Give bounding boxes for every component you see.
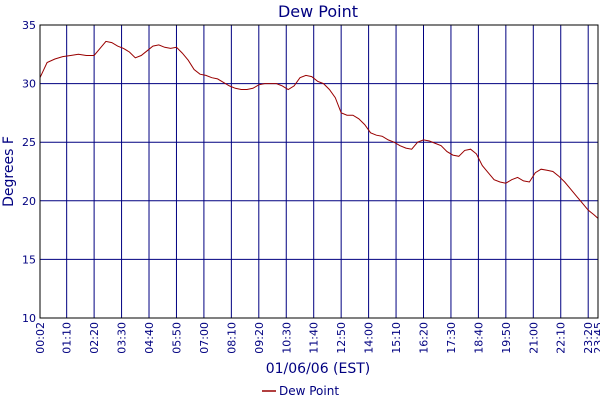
x-tick-label: 17:30 bbox=[445, 322, 458, 354]
legend-label: Dew Point bbox=[279, 384, 339, 398]
y-tick-label: 10 bbox=[22, 312, 36, 325]
x-tick-label: 21:00 bbox=[527, 322, 540, 354]
x-tick-label: 07:00 bbox=[198, 322, 211, 354]
plot-frame bbox=[39, 24, 599, 319]
x-tick-label: 18:40 bbox=[472, 322, 485, 354]
y-tick-label: 30 bbox=[22, 78, 36, 91]
x-tick-label: 15:10 bbox=[390, 322, 403, 354]
grid-lines bbox=[39, 24, 599, 319]
x-tick-label: 00:02 bbox=[34, 322, 47, 354]
x-axis-label: 01/06/06 (EST) bbox=[266, 361, 371, 377]
x-tick-label: 12:50 bbox=[335, 322, 348, 354]
x-tick-label: 03:30 bbox=[116, 322, 129, 354]
x-tick-label: 08:10 bbox=[225, 322, 238, 354]
x-tick-label: 01:10 bbox=[61, 322, 74, 354]
y-tick-label: 25 bbox=[22, 136, 36, 149]
x-tick-label: 19:50 bbox=[500, 322, 513, 354]
series-layer bbox=[39, 40, 599, 219]
y-tick-labels: 10 15 20 25 30 35 bbox=[22, 19, 36, 325]
x-tick-label: 10:30 bbox=[280, 322, 293, 354]
x-tick-label: 05:50 bbox=[170, 322, 183, 354]
x-tick-label: 23:20 bbox=[582, 322, 595, 354]
x-tick-label: 16:20 bbox=[418, 322, 431, 354]
x-tick-label: 11:40 bbox=[308, 322, 321, 354]
x-tick-labels: 00:02 01:10 02:20 03:30 04:40 05:50 07:00 08:10… bbox=[34, 322, 600, 354]
y-tick-label: 35 bbox=[22, 19, 36, 32]
y-axis-label: Degrees F bbox=[1, 136, 17, 207]
x-tick-label: 04:40 bbox=[143, 322, 156, 354]
legend: Dew Point bbox=[262, 384, 339, 398]
chart-title: Dew Point bbox=[278, 2, 358, 21]
x-tick-label: 09:20 bbox=[253, 322, 266, 354]
x-tick-label: 22:10 bbox=[555, 322, 568, 354]
x-tick-label: 23:45 bbox=[592, 322, 600, 354]
y-tick-label: 15 bbox=[22, 253, 36, 266]
series-line-dew-point bbox=[39, 40, 599, 219]
y-tick-label: 20 bbox=[22, 195, 36, 208]
x-tick-label: 02:20 bbox=[88, 322, 101, 354]
x-tick-label: 14:00 bbox=[363, 322, 376, 354]
